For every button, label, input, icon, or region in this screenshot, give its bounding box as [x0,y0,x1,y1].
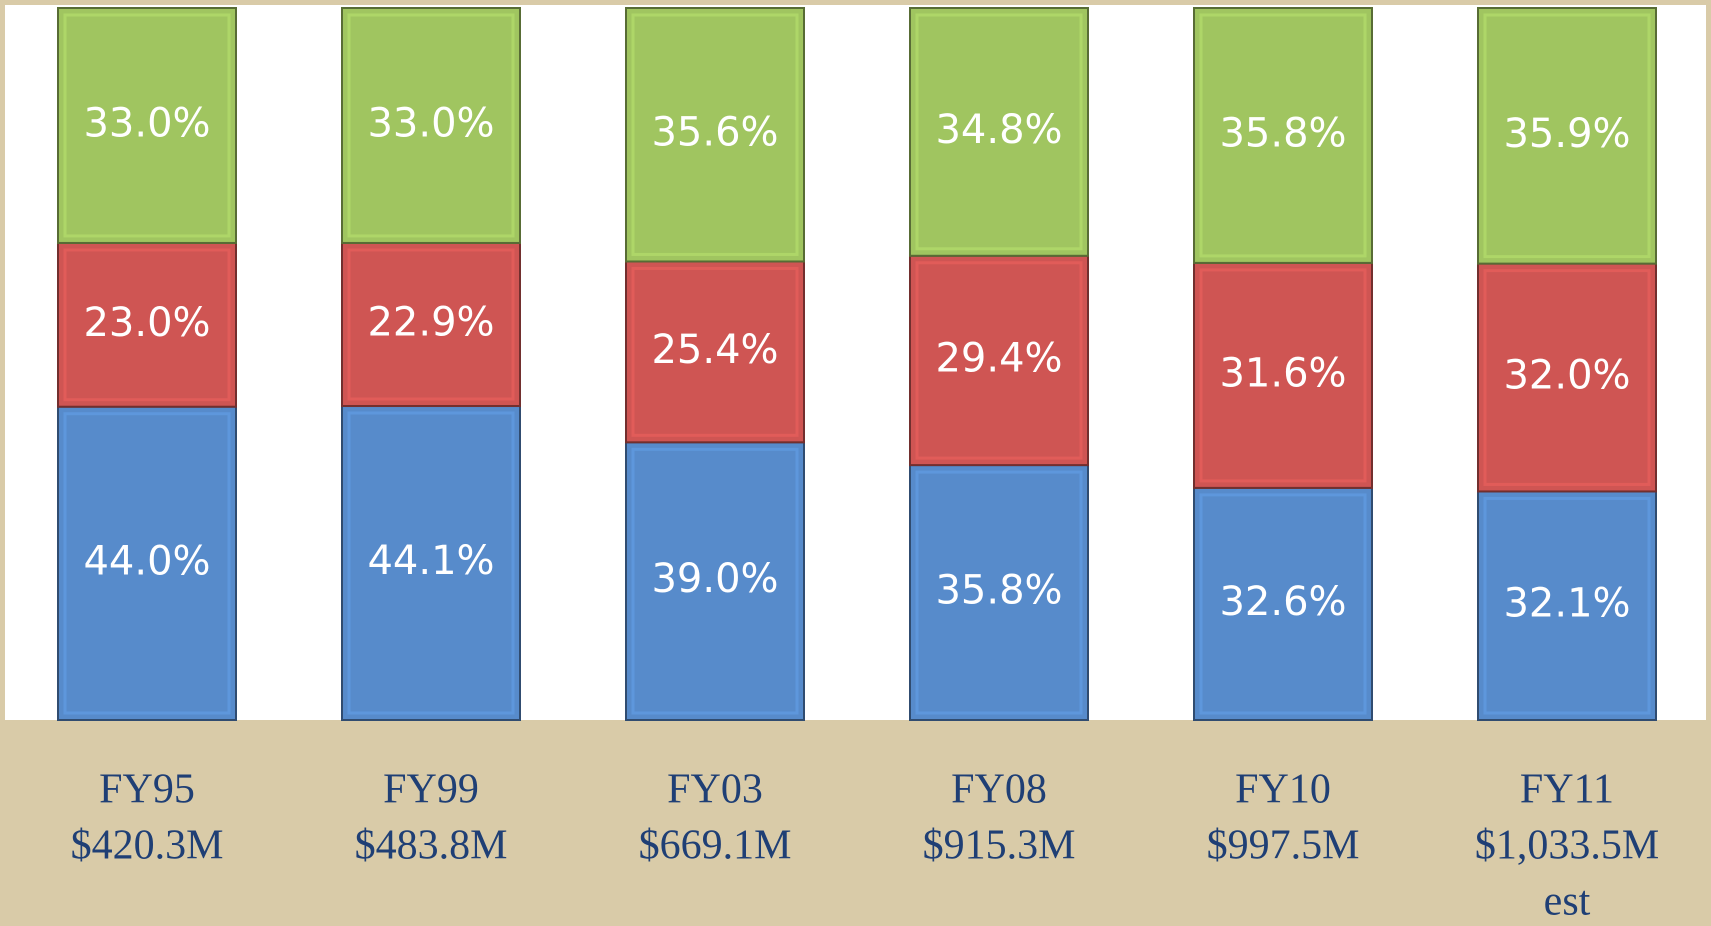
bar-bevel [63,248,231,402]
bar-bevel [347,248,515,401]
x-tick-label: $1,033.5M [1475,823,1659,869]
x-tick-label: FY95 [99,767,195,813]
bar-segment [1193,486,1373,721]
x-tick-label: FY10 [1235,767,1331,813]
value-label: 23.0% [83,300,210,346]
bar-bevel [1199,493,1367,715]
value-label: 33.0% [83,100,210,146]
value-label: 34.8% [935,107,1062,153]
bar-segment [57,7,237,244]
plot-area [5,5,1706,720]
x-tick-label: FY11 [1520,767,1614,813]
bar-segment [341,241,521,408]
bar-bevel [915,261,1083,460]
bar-bevel [347,13,515,238]
value-label: 35.8% [1219,110,1346,156]
bar-segment [1193,261,1373,489]
bar-segment [909,254,1089,467]
value-label: 22.9% [367,299,494,345]
x-tick-label: $483.8M [355,823,508,869]
x-tick-label: FY03 [667,767,763,813]
bar-bevel [915,13,1083,251]
value-label: 39.0% [651,556,778,602]
value-label: 35.9% [1503,111,1630,157]
bar-bevel [1199,268,1367,483]
bar-bevel [915,470,1083,715]
bar-segment [909,464,1089,721]
x-tick-label: $997.5M [1207,823,1360,869]
bar-bevel [1483,269,1651,486]
bar-segment [1193,7,1373,264]
x-tick-label: FY08 [951,767,1047,813]
value-label: 33.0% [367,100,494,146]
bar-bevel [63,412,231,715]
bar-segment [625,260,805,444]
bar-bevel [347,411,515,715]
value-label: 31.6% [1219,350,1346,396]
bar-bevel [631,266,799,437]
bar-segment [1477,262,1657,493]
bar-bevel [631,13,799,256]
bar-bevel [1483,13,1651,259]
bar-segment [341,7,521,244]
value-label: 35.6% [651,110,778,156]
x-tick-label: $915.3M [923,823,1076,869]
bar-bevel [1199,13,1367,258]
value-label: 32.6% [1219,579,1346,625]
bar-segment [625,7,805,263]
bar-bevel [63,13,231,238]
bar-bevel [1483,496,1651,715]
bar-segment [57,405,237,721]
bar-segment [909,7,1089,257]
x-tick-label: FY99 [383,767,479,813]
value-label: 44.1% [367,538,494,584]
value-label: 32.1% [1503,581,1630,627]
bar-segment [1477,490,1657,721]
x-tick-label: est [1544,879,1591,925]
value-label: 44.0% [83,538,210,584]
x-tick-label: $669.1M [639,823,792,869]
value-label: 35.8% [935,568,1062,614]
bar-segment [1477,7,1657,265]
value-label: 29.4% [935,335,1062,381]
bar-segment [341,405,521,721]
value-label: 32.0% [1503,353,1630,399]
value-label: 25.4% [651,327,778,373]
bar-segment [57,241,237,408]
bar-bevel [631,447,799,715]
x-tick-label: $420.3M [71,823,224,869]
